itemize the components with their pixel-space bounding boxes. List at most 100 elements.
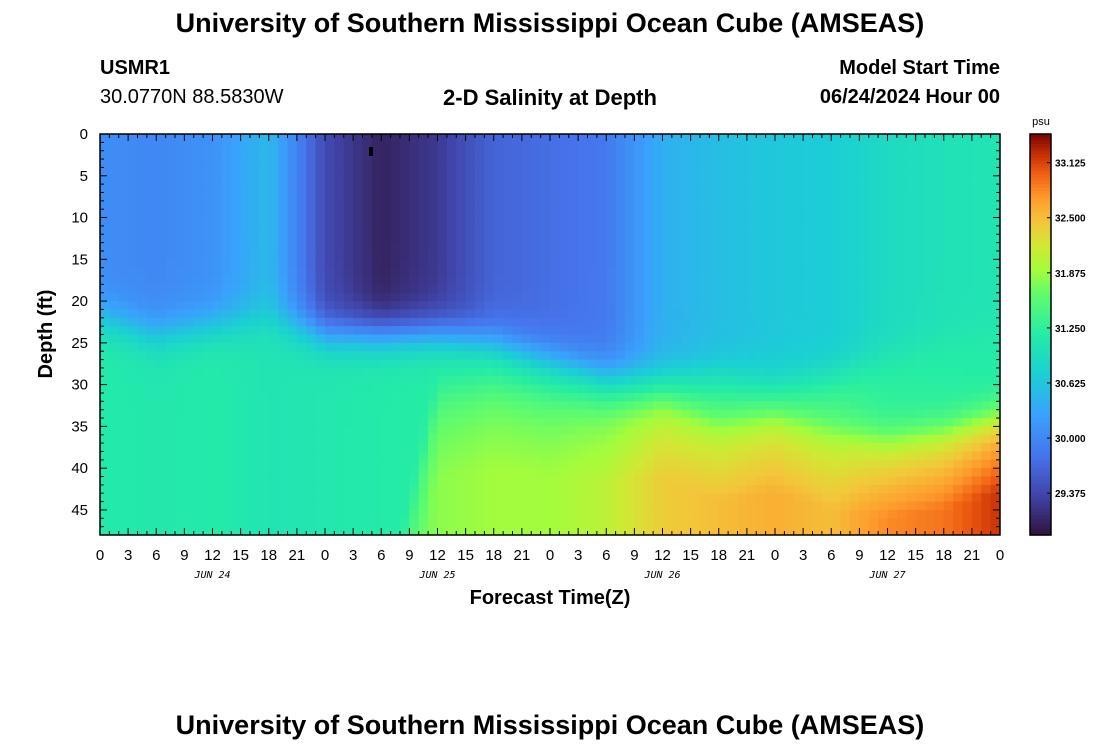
heatmap-cell <box>784 443 795 453</box>
heatmap-cell <box>896 468 907 478</box>
heatmap-cell <box>231 250 242 260</box>
heatmap-cell <box>934 426 945 436</box>
heatmap-cell <box>231 392 242 402</box>
heatmap-cell <box>109 284 120 294</box>
heatmap-cell <box>568 434 579 444</box>
heatmap-cell <box>343 200 354 210</box>
heatmap-cell <box>700 134 710 143</box>
heatmap-cell <box>568 384 579 394</box>
heatmap-cell <box>943 468 954 478</box>
heatmap-cell <box>259 359 270 369</box>
heatmap-cell <box>615 484 626 494</box>
heatmap-cell <box>587 209 598 219</box>
heatmap-cell <box>981 351 992 361</box>
heatmap-cell <box>175 493 185 503</box>
heatmap-cell <box>859 167 870 177</box>
heatmap-cell <box>456 418 467 427</box>
heatmap-cell <box>184 276 195 285</box>
heatmap-cell <box>578 225 589 235</box>
heatmap-cell <box>371 426 382 436</box>
heatmap-cell <box>578 484 589 494</box>
heatmap-cell <box>821 250 832 260</box>
heatmap-cell <box>521 476 532 486</box>
heatmap-cell <box>756 401 767 411</box>
heatmap-cell <box>793 309 804 319</box>
heatmap-cell <box>784 309 795 319</box>
heatmap-cell <box>690 384 701 394</box>
heatmap-cell <box>756 225 767 235</box>
colorbar-segment <box>1030 190 1051 195</box>
heatmap-cell <box>859 367 870 377</box>
heatmap-cell <box>390 493 401 503</box>
heatmap-cell <box>118 142 129 152</box>
heatmap-cell <box>962 518 973 528</box>
heatmap-cell <box>700 518 710 528</box>
heatmap-cell <box>334 434 345 444</box>
heatmap-cell <box>625 200 635 210</box>
heatmap-cell <box>990 459 1000 469</box>
heatmap-cell <box>156 401 167 411</box>
heatmap-cell <box>456 476 467 486</box>
heatmap-cell <box>325 434 335 444</box>
heatmap-cell <box>850 493 860 503</box>
heatmap-cell <box>662 509 673 519</box>
heatmap-cell <box>128 175 139 185</box>
heatmap-cell <box>203 292 214 302</box>
heatmap-cell <box>634 484 645 494</box>
heatmap-cell <box>643 484 654 494</box>
heatmap-cell <box>531 134 542 143</box>
heatmap-cell <box>446 234 457 244</box>
heatmap-cell <box>746 468 757 478</box>
heatmap-cell <box>325 384 335 394</box>
y-tick-label: 10 <box>71 210 88 227</box>
heatmap-cell <box>568 317 579 327</box>
heatmap-cell <box>128 267 139 277</box>
heatmap-cell <box>287 518 298 528</box>
heatmap-cell <box>559 509 570 519</box>
heatmap-cell <box>353 351 364 361</box>
heatmap-cell <box>953 376 964 386</box>
heatmap-cell <box>953 342 964 352</box>
heatmap-cell <box>634 518 645 528</box>
heatmap-cell <box>718 334 729 344</box>
heatmap-cell <box>203 501 214 511</box>
heatmap-cell <box>859 301 870 311</box>
heatmap-cell <box>259 509 270 519</box>
heatmap-cell <box>775 418 785 427</box>
heatmap-cell <box>221 493 232 503</box>
heatmap-cell <box>896 242 907 252</box>
heatmap-cell <box>775 359 785 369</box>
heatmap-cell <box>493 134 504 143</box>
heatmap-cell <box>175 476 185 486</box>
heatmap-cell <box>915 142 926 152</box>
heatmap-cell <box>878 401 889 411</box>
heatmap-cell <box>531 493 542 503</box>
heatmap-cell <box>203 159 214 169</box>
heatmap-cell <box>231 501 242 511</box>
heatmap-cell <box>184 351 195 361</box>
heatmap-cell <box>690 326 701 336</box>
heatmap-cell <box>409 526 420 535</box>
heatmap-cell <box>850 426 860 436</box>
heatmap-cell <box>400 309 410 319</box>
heatmap-cell <box>146 142 157 152</box>
heatmap-cell <box>484 376 495 386</box>
heatmap-cell <box>521 134 532 143</box>
heatmap-cell <box>700 234 710 244</box>
heatmap-cell <box>756 409 767 419</box>
heatmap-cell <box>203 309 214 319</box>
heatmap-cell <box>306 509 317 519</box>
heatmap-cell <box>503 134 514 143</box>
heatmap-cell <box>165 184 176 194</box>
heatmap-cell <box>503 418 514 427</box>
heatmap-cell <box>559 334 570 344</box>
heatmap-cell <box>831 409 842 419</box>
heatmap-cell <box>793 476 804 486</box>
heatmap-cell <box>671 459 682 469</box>
heatmap-cell <box>437 359 448 369</box>
heatmap-cell <box>175 434 185 444</box>
heatmap-cell <box>428 225 439 235</box>
heatmap-cell <box>221 292 232 302</box>
heatmap-cell <box>531 401 542 411</box>
heatmap-cell <box>212 184 223 194</box>
